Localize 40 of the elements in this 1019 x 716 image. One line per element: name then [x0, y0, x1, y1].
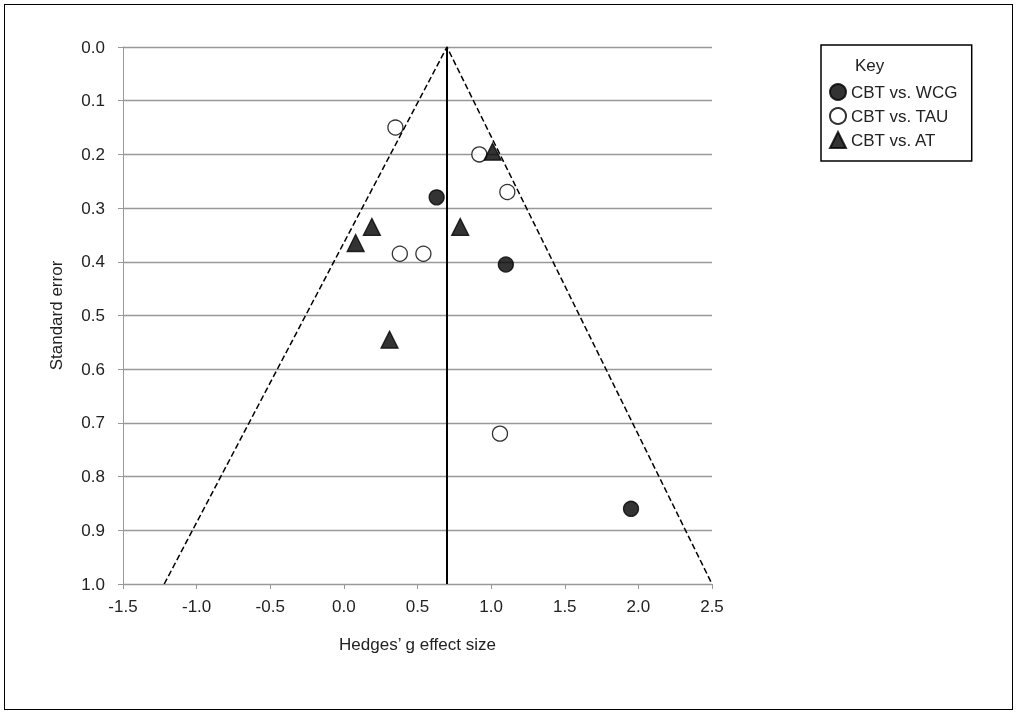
y-tick-label: 0.2	[81, 144, 105, 164]
point	[451, 217, 470, 237]
x-tick-label: 0.0	[332, 597, 356, 616]
point	[497, 256, 514, 273]
point	[362, 217, 381, 237]
y-tick-label: 0.4	[81, 252, 105, 272]
point	[387, 119, 404, 136]
y-tick-label: 0.0	[81, 37, 105, 57]
point	[391, 245, 408, 262]
legend-label: CBT vs. WCG	[851, 82, 958, 102]
y-tick-label: 0.1	[81, 91, 105, 111]
point	[622, 500, 640, 517]
point	[346, 233, 365, 253]
point	[428, 189, 445, 206]
y-tick-label: 0.3	[81, 198, 105, 218]
x-tick-label: 1.0	[479, 597, 503, 616]
y-axis-title: Standard error	[47, 260, 66, 371]
point	[483, 142, 502, 161]
legend-label: CBT vs. TAU	[851, 106, 949, 126]
x-tick-label: 2.0	[626, 597, 651, 616]
point	[471, 146, 488, 163]
y-tick-label: 0.7	[81, 413, 105, 433]
x-tick-label: -1.0	[181, 597, 212, 616]
y-tick-label: 0.6	[81, 359, 105, 379]
point	[491, 425, 509, 442]
x-tick-label: 2.5	[700, 597, 724, 616]
y-tick-label: 0.9	[81, 520, 105, 540]
y-tick-label: 0.8	[81, 467, 105, 487]
y-tick-label: 1.0	[81, 574, 105, 594]
point	[499, 183, 516, 201]
x-tick-label: 0.5	[405, 597, 430, 616]
point	[415, 245, 432, 262]
legend-title: Key	[855, 56, 885, 75]
y-tick-label: 0.5	[81, 306, 105, 325]
x-tick-label: 1.5	[552, 597, 577, 616]
x-axis-title: Hedges’ g effect size	[339, 635, 496, 654]
x-tick-label: -1.5	[108, 597, 138, 616]
point	[380, 330, 399, 349]
legend-label: CBT vs. AT	[851, 130, 936, 150]
x-tick-label: -0.5	[255, 597, 285, 616]
